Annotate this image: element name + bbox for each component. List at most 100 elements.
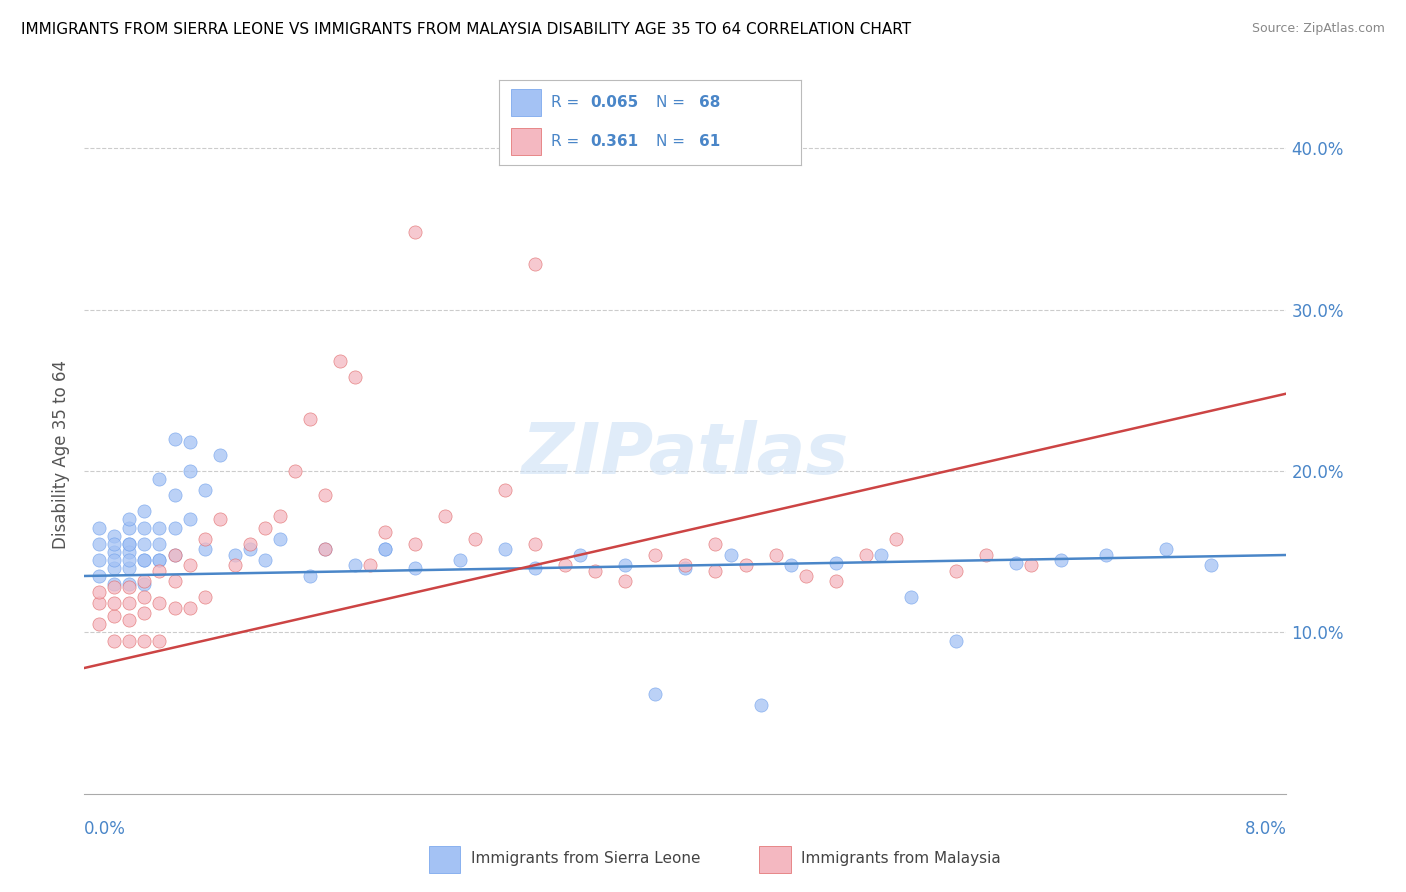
Point	[118, 561, 141, 575]
Point	[298, 412, 321, 426]
Bar	[512, 89, 541, 116]
Point	[134, 553, 156, 567]
Point	[194, 483, 217, 498]
Point	[103, 633, 125, 648]
Point	[524, 561, 547, 575]
Point	[194, 532, 217, 546]
Point	[89, 569, 111, 583]
Point	[945, 564, 967, 578]
Point	[329, 354, 352, 368]
Point	[163, 548, 186, 562]
Point	[224, 558, 246, 572]
Point	[194, 590, 217, 604]
Text: R =: R =	[551, 134, 583, 149]
Point	[1201, 558, 1223, 572]
Point	[239, 541, 262, 556]
Point	[644, 687, 666, 701]
Point	[269, 532, 291, 546]
Point	[675, 561, 697, 575]
Text: Immigrants from Malaysia: Immigrants from Malaysia	[801, 851, 1001, 866]
Point	[434, 509, 457, 524]
Point	[89, 520, 111, 534]
Point	[103, 553, 125, 567]
Point	[404, 537, 426, 551]
Point	[179, 435, 201, 450]
Point	[118, 537, 141, 551]
Point	[824, 556, 846, 570]
Point	[1156, 541, 1178, 556]
Point	[103, 609, 125, 624]
Point	[704, 564, 727, 578]
Point	[269, 509, 291, 524]
Point	[794, 569, 817, 583]
Text: N =: N =	[657, 95, 690, 110]
Point	[148, 537, 170, 551]
Point	[734, 558, 756, 572]
Point	[900, 590, 922, 604]
Point	[134, 574, 156, 588]
Point	[404, 225, 426, 239]
Point	[974, 548, 997, 562]
Point	[583, 564, 606, 578]
Point	[179, 512, 201, 526]
Point	[824, 574, 846, 588]
Point	[103, 596, 125, 610]
Point	[118, 580, 141, 594]
Point	[239, 537, 262, 551]
Point	[118, 512, 141, 526]
Point	[524, 537, 547, 551]
Text: Immigrants from Sierra Leone: Immigrants from Sierra Leone	[471, 851, 700, 866]
Point	[148, 472, 170, 486]
Text: N =: N =	[657, 134, 690, 149]
Point	[945, 633, 967, 648]
Point	[374, 541, 396, 556]
Point	[179, 464, 201, 478]
Point	[89, 596, 111, 610]
Point	[569, 548, 592, 562]
Point	[89, 553, 111, 567]
Point	[314, 541, 336, 556]
Point	[284, 464, 307, 478]
Point	[343, 370, 366, 384]
Point	[148, 564, 170, 578]
Point	[494, 483, 516, 498]
Point	[554, 558, 576, 572]
Point	[89, 617, 111, 632]
Bar	[512, 128, 541, 155]
Text: R =: R =	[551, 95, 583, 110]
Point	[103, 537, 125, 551]
Point	[1019, 558, 1042, 572]
Point	[765, 548, 787, 562]
Text: 0.361: 0.361	[591, 134, 638, 149]
Point	[118, 613, 141, 627]
Point	[359, 558, 381, 572]
Point	[314, 541, 336, 556]
Point	[224, 548, 246, 562]
Point	[869, 548, 891, 562]
Point	[1005, 556, 1028, 570]
Point	[779, 558, 801, 572]
Point	[298, 569, 321, 583]
Point	[163, 432, 186, 446]
Point	[464, 532, 486, 546]
Point	[134, 520, 156, 534]
Point	[614, 558, 637, 572]
Point	[644, 548, 666, 562]
Point	[148, 553, 170, 567]
Point	[89, 585, 111, 599]
Point	[494, 541, 516, 556]
Point	[103, 580, 125, 594]
Point	[163, 601, 186, 615]
Point	[1050, 553, 1073, 567]
Point	[163, 548, 186, 562]
Point	[374, 525, 396, 540]
Point	[208, 512, 231, 526]
Text: 0.065: 0.065	[591, 95, 638, 110]
Text: 61: 61	[699, 134, 720, 149]
Point	[118, 596, 141, 610]
Point	[208, 448, 231, 462]
Point	[134, 504, 156, 518]
Point	[179, 601, 201, 615]
Point	[118, 545, 141, 559]
Point	[134, 606, 156, 620]
